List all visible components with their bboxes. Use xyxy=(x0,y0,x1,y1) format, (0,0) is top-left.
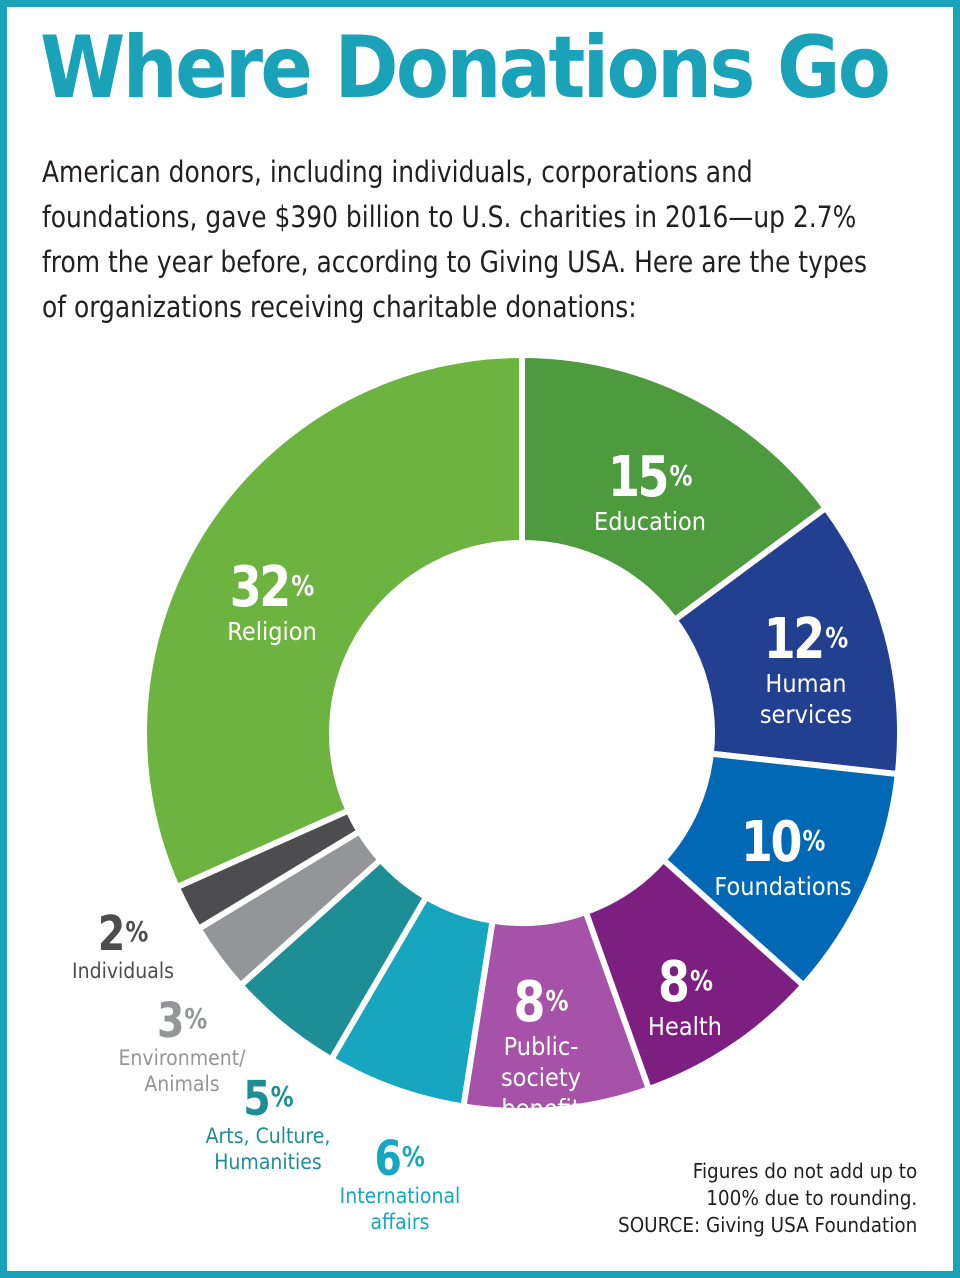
slice-label: 6% International affairs xyxy=(333,1135,467,1235)
slice-label: 32% Religion xyxy=(221,560,324,647)
data-label-value: 15% xyxy=(607,445,693,510)
data-label-name: Human xyxy=(765,669,847,698)
slice-education xyxy=(519,351,830,625)
data-label-name: affairs xyxy=(370,1210,430,1234)
data-label-name: Religion xyxy=(227,617,317,646)
footnote-line: SOURCE: Giving USA Foundation xyxy=(617,1213,917,1237)
slice-label: 15% Education xyxy=(588,450,712,537)
data-label-value: 3% xyxy=(156,993,208,1049)
data-label-name: Arts, Culture, xyxy=(205,1124,331,1148)
data-label-name: Animals xyxy=(144,1072,220,1096)
data-label-name: services xyxy=(759,700,853,729)
slice-label: 5% Arts, Culture, Humanities xyxy=(199,1075,338,1175)
slice-label: 10% Foundations xyxy=(707,815,860,902)
chart-title: Where Donations Go xyxy=(40,18,891,118)
footnote: Figures do not add up to 100% due to rou… xyxy=(618,1158,917,1239)
slice-religion xyxy=(141,351,525,892)
data-label-value: 12% xyxy=(763,607,849,672)
slice-label: 2% Individuals xyxy=(66,910,179,984)
slice-label: 3% Environment/Animals xyxy=(111,997,252,1097)
data-label-name: Foundations xyxy=(714,872,852,901)
slice-label: 8% Health xyxy=(644,955,726,1042)
data-label-name: Humanities xyxy=(214,1150,322,1174)
data-label-value: 8% xyxy=(513,970,569,1035)
data-label-value: 10% xyxy=(740,810,826,875)
data-label-name: Individuals xyxy=(72,959,174,983)
data-label-value: 6% xyxy=(374,1131,426,1187)
slice-label: 8% Public-society benefit xyxy=(497,975,586,1124)
data-label-value: 5% xyxy=(242,1071,294,1127)
data-label-name: Public- xyxy=(503,1032,579,1061)
footnote-line: Figures do not add up to xyxy=(692,1159,917,1183)
data-label-name: International xyxy=(339,1184,461,1208)
footnote-line: 100% due to rounding. xyxy=(705,1186,917,1210)
data-label-name: benefit xyxy=(501,1094,581,1123)
data-label-value: 8% xyxy=(657,950,713,1015)
slice-label: 12% Human services xyxy=(755,612,858,730)
data-label-name: Education xyxy=(593,507,707,536)
data-label-value: 32% xyxy=(229,555,315,620)
data-label-value: 2% xyxy=(97,906,149,962)
slice-human-services xyxy=(670,503,903,778)
data-label-name: Environment/ xyxy=(118,1046,246,1070)
data-label-name: Health xyxy=(648,1012,722,1041)
chart-subtitle: American donors, including individuals, … xyxy=(42,155,868,324)
data-label-name: society xyxy=(500,1063,582,1092)
